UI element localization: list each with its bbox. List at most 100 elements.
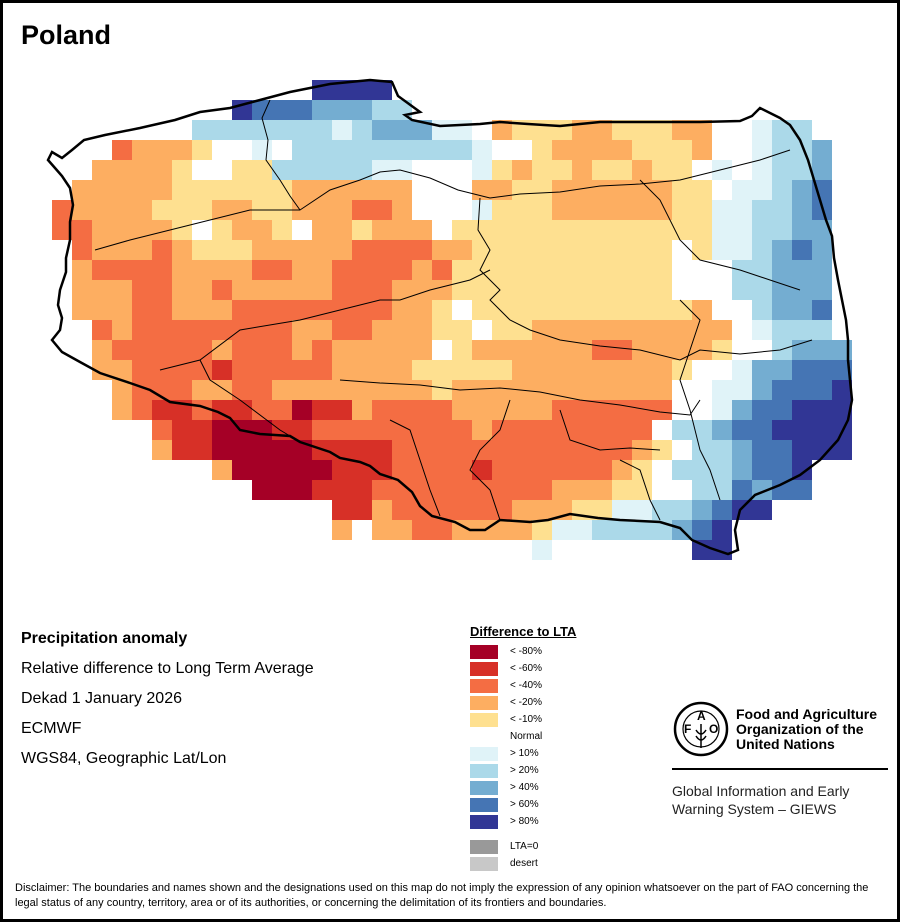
grid-cell xyxy=(532,400,552,420)
grid-cell xyxy=(452,520,472,540)
grid-cell xyxy=(492,460,512,480)
grid-cell xyxy=(132,340,152,360)
grid-cell xyxy=(152,240,172,260)
legend-label: > 80% xyxy=(510,816,539,827)
grid-cell xyxy=(192,200,212,220)
grid-cell xyxy=(672,420,692,440)
grid-cell xyxy=(372,460,392,480)
legend-item: > 10% xyxy=(470,745,576,762)
grid-cell xyxy=(492,260,512,280)
grid-cell xyxy=(652,180,672,200)
legend-swatch xyxy=(470,856,498,871)
grid-cell xyxy=(332,120,352,140)
grid-cell xyxy=(152,300,172,320)
grid-cell xyxy=(112,380,132,400)
grid-cell xyxy=(552,320,572,340)
grid-cell xyxy=(592,240,612,260)
grid-cell xyxy=(332,520,352,540)
legend-item: < -80% xyxy=(470,643,576,660)
grid-cell xyxy=(332,400,352,420)
grid-cell xyxy=(392,360,412,380)
grid-cell xyxy=(492,300,512,320)
grid-cell xyxy=(92,160,112,180)
grid-cell xyxy=(772,380,792,400)
grid-cell xyxy=(532,120,552,140)
grid-cell xyxy=(412,380,432,400)
grid-cell xyxy=(452,500,472,520)
grid-cell xyxy=(192,260,212,280)
grid-cell xyxy=(632,380,652,400)
grid-cell xyxy=(192,320,212,340)
region-border xyxy=(639,179,801,291)
grid-cell xyxy=(392,120,412,140)
grid-cell xyxy=(792,220,812,240)
grid-cell xyxy=(632,160,652,180)
grid-cell xyxy=(612,280,632,300)
grid-cell xyxy=(772,300,792,320)
grid-cell xyxy=(772,460,792,480)
grid-cell xyxy=(332,340,352,360)
grid-cell xyxy=(552,460,572,480)
grid-cell xyxy=(252,380,272,400)
grid-cell xyxy=(492,360,512,380)
grid-cell xyxy=(152,400,172,420)
grid-cell xyxy=(732,200,752,220)
grid-cell xyxy=(272,240,292,260)
precipitation-map[interactable] xyxy=(0,0,900,600)
grid-cell xyxy=(792,180,812,200)
legend: Difference to LTA < -80% < -60% < -40% < -2… xyxy=(470,624,576,872)
grid-cell xyxy=(332,500,352,520)
grid-cell xyxy=(812,240,832,260)
grid-cell xyxy=(512,520,532,540)
grid-cell xyxy=(112,300,132,320)
grid-cell xyxy=(112,340,132,360)
grid-cell xyxy=(172,200,192,220)
legend-swatch xyxy=(470,763,498,778)
grid-cell xyxy=(392,380,412,400)
grid-cell xyxy=(732,240,752,260)
grid-cell xyxy=(132,300,152,320)
grid-cell xyxy=(752,320,772,340)
grid-cell xyxy=(332,260,352,280)
grid-cell xyxy=(332,160,352,180)
grid-cell xyxy=(332,360,352,380)
grid-cell xyxy=(772,340,792,360)
grid-cell xyxy=(232,300,252,320)
grid-cell xyxy=(692,300,712,320)
grid-cell xyxy=(532,420,552,440)
grid-cell xyxy=(672,340,692,360)
grid-cell xyxy=(432,320,452,340)
grid-cell xyxy=(452,260,472,280)
map-info: Precipitation anomaly Relative differenc… xyxy=(21,628,314,778)
grid-cell xyxy=(112,160,132,180)
grid-cell xyxy=(212,320,232,340)
grid-cell xyxy=(172,280,192,300)
grid-cell xyxy=(512,240,532,260)
grid-cell xyxy=(392,160,412,180)
grid-cell xyxy=(512,340,532,360)
grid-cell xyxy=(132,180,152,200)
grid-cell xyxy=(372,480,392,500)
grid-cell xyxy=(812,180,832,200)
grid-cell xyxy=(512,420,532,440)
grid-cell xyxy=(312,340,332,360)
grid-cell xyxy=(472,220,492,240)
grid-cell xyxy=(372,100,392,120)
grid-cell xyxy=(352,100,372,120)
grid-cell xyxy=(552,200,572,220)
grid-cell xyxy=(312,400,332,420)
grid-cell xyxy=(232,460,252,480)
grid-cell xyxy=(112,180,132,200)
grid-cell xyxy=(692,140,712,160)
grid-cell xyxy=(652,360,672,380)
grid-cell xyxy=(532,440,552,460)
grid-cell xyxy=(752,500,772,520)
grid-cell xyxy=(112,220,132,240)
grid-cell xyxy=(252,420,272,440)
grid-cell xyxy=(432,120,452,140)
grid-cell xyxy=(152,140,172,160)
grid-cell xyxy=(232,200,252,220)
grid-cell xyxy=(332,100,352,120)
grid-cell xyxy=(632,120,652,140)
grid-cell xyxy=(772,280,792,300)
